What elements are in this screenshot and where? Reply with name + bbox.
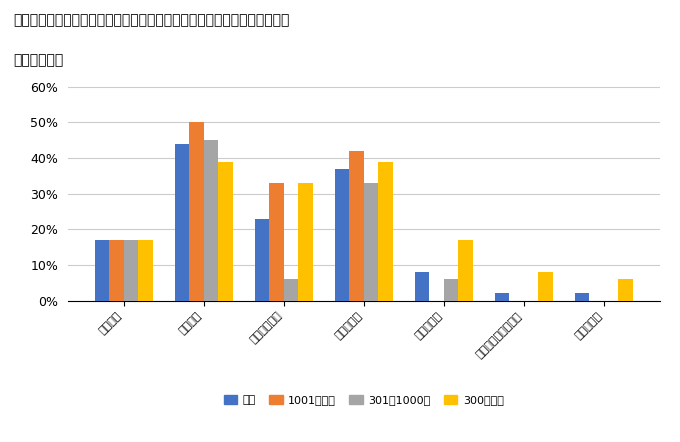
Text: ［図表６］８～９月に対面形式で実施したインターンシップの日数タイプ: ［図表６］８～９月に対面形式で実施したインターンシップの日数タイプ xyxy=(14,13,290,27)
Bar xyxy=(138,240,152,301)
Bar xyxy=(378,161,392,301)
Bar xyxy=(444,279,458,301)
Bar xyxy=(415,272,430,301)
Bar xyxy=(109,240,124,301)
Bar xyxy=(189,122,204,301)
Bar xyxy=(618,279,632,301)
Bar xyxy=(218,161,233,301)
Text: （複数回答）: （複数回答） xyxy=(14,53,64,67)
Bar xyxy=(458,240,473,301)
Bar xyxy=(495,293,509,301)
Bar xyxy=(284,279,298,301)
Bar xyxy=(539,272,553,301)
Bar xyxy=(124,240,138,301)
Bar xyxy=(575,293,590,301)
Bar xyxy=(364,183,378,301)
Bar xyxy=(335,169,350,301)
Bar xyxy=(175,144,189,301)
Bar xyxy=(350,151,364,301)
Bar xyxy=(269,183,284,301)
Bar xyxy=(255,219,269,301)
Legend: 全体, 1001名以上, 301〜1000名, 300名以下: 全体, 1001名以上, 301〜1000名, 300名以下 xyxy=(220,390,508,410)
Bar xyxy=(95,240,109,301)
Bar xyxy=(298,183,313,301)
Bar xyxy=(204,140,218,301)
